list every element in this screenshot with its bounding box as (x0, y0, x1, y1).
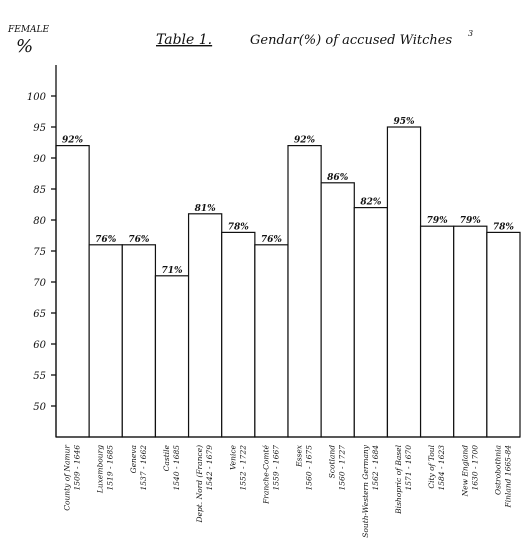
bar (486, 231, 521, 438)
bar-value-label: 95% (393, 117, 415, 127)
category-label: Geneva1537 - 1662 (129, 445, 148, 491)
y-tick-label: 95 (33, 123, 46, 134)
y-tick-label: 55 (33, 371, 46, 382)
y-tick-label: 85 (33, 185, 46, 196)
category-label: Venice1552 - 1722 (228, 444, 247, 490)
category-label: Castile1540 - 1685 (162, 444, 181, 490)
bar-value-label: 78% (493, 222, 515, 232)
bar-value-label: 76% (95, 235, 117, 245)
category-label: County of Namur1509 - 1646 (63, 445, 82, 511)
y-tick-label: 50 (33, 402, 46, 413)
y-tick-label: 90 (33, 154, 46, 165)
bar-value-label: 71% (161, 266, 183, 276)
bar (453, 225, 488, 438)
category-label: Scotland1560 - 1727 (328, 445, 347, 491)
bar (121, 244, 157, 438)
bar-value-label: 86% (327, 173, 349, 183)
bar-value-label: 79% (460, 216, 482, 226)
category-label: Dept. Nord (France)1542 - 1679 (195, 445, 214, 524)
chart-subtitle-superscript: 3 (468, 29, 473, 38)
category-label: Franche-Comté1559 - 1667 (261, 444, 280, 504)
bar (320, 182, 355, 438)
category-label: OstrobothniaFinland 1665-84 (493, 445, 512, 509)
category-label: City of Toul1584 - 1623 (427, 444, 446, 490)
bar (353, 207, 389, 438)
bars (55, 126, 521, 438)
y-axis: 100 95 90 85 80 75 70 65 60 55 50 (27, 92, 56, 413)
y-tick-label: 80 (33, 216, 46, 227)
bar-value-label: 76% (128, 235, 150, 245)
bar-value-label: 81% (195, 204, 217, 214)
y-axis-title: FEMALE (7, 25, 50, 35)
y-tick-label: 65 (33, 309, 46, 320)
category-label: New England1630 - 1700 (460, 445, 479, 498)
bar (419, 225, 455, 438)
category-label: Essex1560 - 1675 (295, 444, 314, 490)
category-labels: County of Namur1509 - 1646 Luxembourg1519… (63, 444, 513, 538)
bar (386, 126, 422, 438)
category-label: Bishopric of Basel1571 - 1670 (394, 444, 413, 514)
category-label: South-Western Germany1562 - 1684 (361, 444, 380, 538)
bar (55, 145, 90, 438)
bar (154, 275, 190, 438)
bar-value-label: 92% (294, 136, 316, 146)
bar (254, 244, 289, 438)
bar-value-label: 92% (62, 136, 84, 146)
y-tick-label: 100 (27, 92, 47, 103)
y-tick-label: 60 (33, 340, 46, 351)
y-tick-label: 75 (33, 247, 46, 258)
bar-value-label: 79% (427, 216, 449, 226)
category-label: Luxembourg1519 - 1685 (96, 445, 115, 494)
chart-title: Table 1. (156, 32, 212, 48)
value-labels: 92% 76% 76% 71% 81% 78% 76% 92% 86% 82% 95% 79% 79% 7… (62, 117, 514, 276)
bar (88, 244, 123, 438)
bar (221, 231, 256, 438)
bar (187, 213, 223, 438)
bar-value-label: 82% (360, 198, 382, 208)
y-axis-unit: % (16, 36, 33, 57)
bar-value-label: 78% (228, 222, 250, 232)
y-tick-label: 70 (33, 278, 46, 289)
chart-subtitle: Gendar(%) of accused Witches (250, 33, 453, 48)
bar (287, 145, 322, 438)
bar-value-label: 76% (261, 235, 283, 245)
